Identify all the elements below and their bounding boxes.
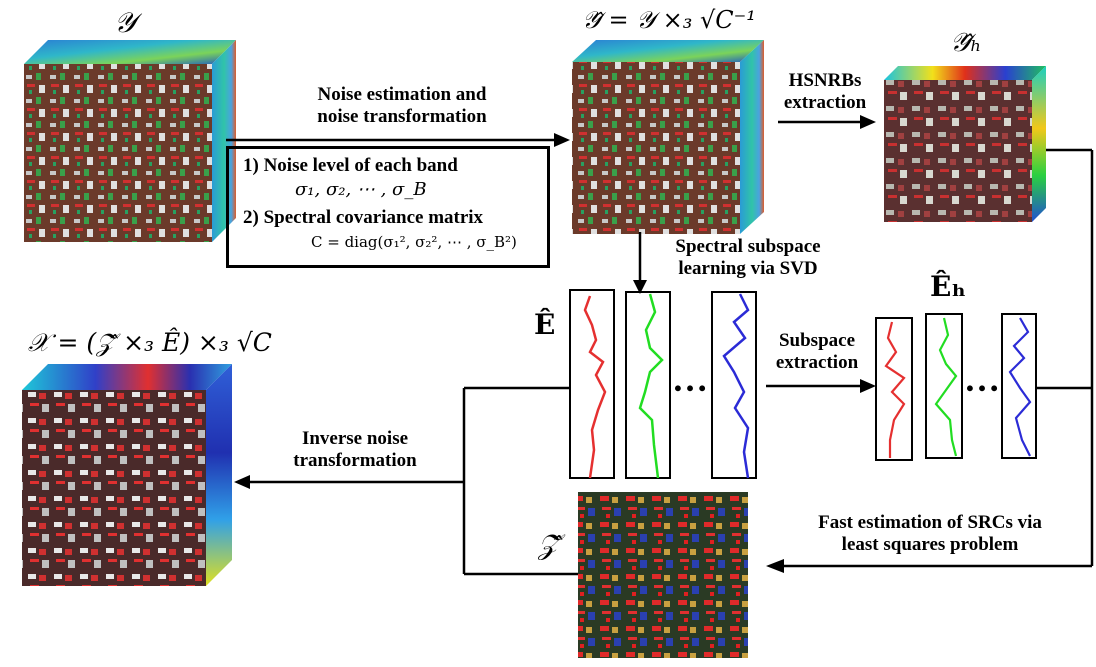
curve-eh-green: [934, 317, 958, 457]
symbol-y-hat-eq: 𝒴̂ = 𝒴 ×₃ √C⁻¹: [582, 6, 756, 34]
curve-e-blue: [722, 293, 750, 479]
noise-estimation-box: 1) Noise level of each band σ₁, σ₂, ⋯ , …: [226, 146, 550, 268]
label-noise-estimation: Noise estimation and noise transformatio…: [252, 84, 552, 128]
e-hat-panels: [569, 289, 757, 479]
box-item-noise-level-math: σ₁, σ₂, ⋯ , σ_B: [295, 179, 427, 200]
cube-y-hat-h: [884, 66, 1046, 222]
symbol-x-eq: 𝒳 = (𝒵̂ ×₃ Ê) ×₃ √C: [28, 328, 272, 357]
arrowheads: [234, 115, 876, 573]
symbol-y-hat-h: 𝒴̂ₕ: [950, 28, 982, 58]
label-spectral-line2: learning via SVD: [678, 258, 818, 279]
cube-x: [22, 364, 232, 586]
label-fast-estimation: Fast estimation of SRCs via least square…: [780, 512, 1080, 556]
label-inverse-line2: transformation: [293, 450, 417, 471]
label-inverse-line1: Inverse noise: [301, 428, 409, 449]
cube-y-hat: [572, 40, 764, 234]
label-fast-line1: Fast estimation of SRCs via: [818, 512, 1042, 533]
box-item-covariance-math: C = diag(σ₁², σ₂², ⋯ , σ_B²): [311, 233, 517, 251]
symbol-z-hat: 𝒵̂: [538, 528, 560, 561]
box-item-covariance: 2) Spectral covariance matrix: [243, 207, 484, 228]
image-z-hat: [578, 492, 748, 658]
symbol-e-hat-h: Êₕ: [930, 270, 966, 303]
ellipsis-e: …: [672, 359, 708, 399]
label-subspace-line1: Subspace: [778, 330, 856, 351]
label-spectral-line1: Spectral subspace: [675, 236, 821, 257]
label-subspace-extraction: Subspace extraction: [762, 330, 872, 374]
label-subspace-line2: extraction: [775, 352, 859, 373]
cube-y: [24, 40, 236, 242]
ellipsis-eh: …: [964, 359, 1000, 399]
symbol-e-hat: Ê: [534, 308, 556, 341]
connectors: [226, 120, 1094, 576]
label-inverse-noise: Inverse noise transformation: [260, 428, 450, 472]
label-spectral-subspace: Spectral subspace learning via SVD: [648, 236, 848, 280]
curve-eh-red: [884, 321, 906, 458]
label-hsnrb-line1: HSNRBs: [788, 70, 862, 91]
curve-e-red: [583, 295, 607, 479]
label-noise-estimation-line2: noise transformation: [317, 106, 487, 127]
curve-eh-blue: [1008, 317, 1032, 457]
label-hsnrb-extraction: HSNRBs extraction: [770, 70, 880, 114]
curve-e-green: [638, 293, 664, 479]
e-hat-h-panels: [875, 313, 1037, 461]
label-hsnrb-line2: extraction: [783, 92, 867, 113]
label-fast-line2: least squares problem: [841, 534, 1019, 555]
symbol-y: 𝒴: [114, 6, 136, 39]
box-item-noise-level: 1) Noise level of each band: [243, 155, 458, 176]
label-noise-estimation-line1: Noise estimation and: [317, 84, 487, 105]
